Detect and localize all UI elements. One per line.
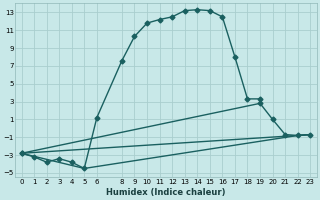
X-axis label: Humidex (Indice chaleur): Humidex (Indice chaleur) bbox=[106, 188, 226, 197]
